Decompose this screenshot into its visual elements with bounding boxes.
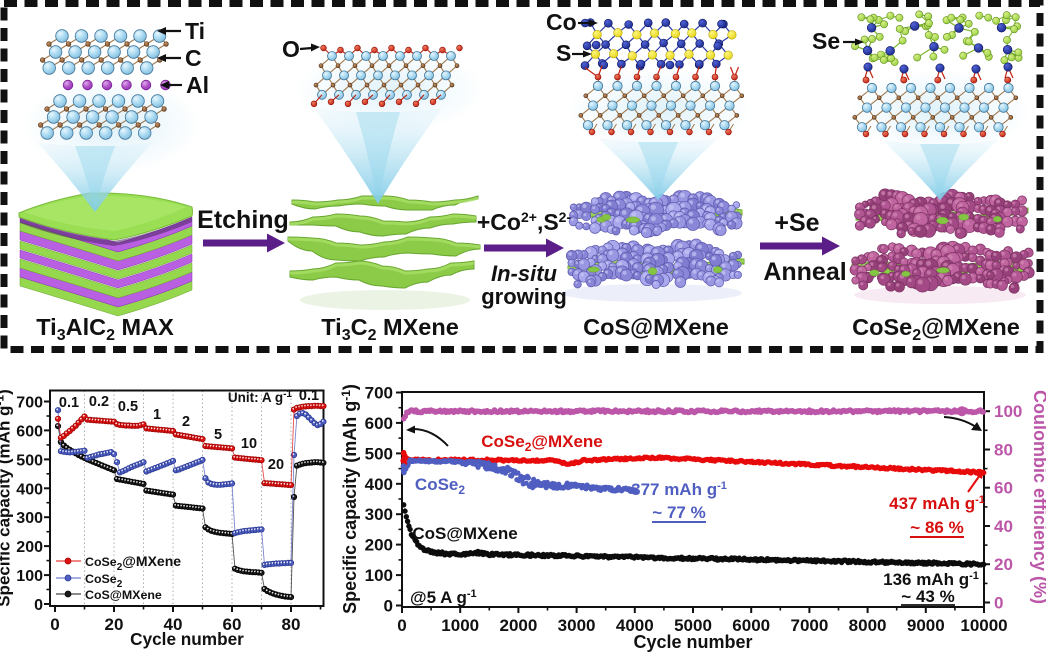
svg-text:Ti3C2 MXene: Ti3C2 MXene: [321, 314, 459, 344]
svg-text:5: 5: [214, 427, 222, 443]
svg-text:500: 500: [16, 452, 43, 469]
svg-text:200: 200: [365, 536, 393, 555]
svg-text:Ti3AlC2 MAX: Ti3AlC2 MAX: [36, 314, 174, 344]
svg-text:20: 20: [268, 457, 284, 473]
svg-text:400: 400: [16, 481, 43, 498]
svg-text:1000: 1000: [441, 616, 479, 635]
svg-text:60: 60: [223, 615, 242, 634]
svg-text:Ti: Ti: [185, 18, 205, 44]
svg-text:6000: 6000: [732, 616, 770, 635]
svg-text:2: 2: [182, 414, 190, 430]
svg-text:200: 200: [16, 539, 43, 556]
svg-text:Cycle number: Cycle number: [130, 629, 244, 649]
svg-text:10: 10: [241, 436, 257, 452]
svg-text:Cycle number: Cycle number: [633, 632, 752, 652]
svg-text:20: 20: [105, 615, 124, 634]
svg-text:In-situ: In-situ: [491, 261, 558, 286]
svg-text:4000: 4000: [616, 616, 654, 635]
svg-text:Specific capacity (mAh g-1): Specific capacity (mAh g-1): [339, 384, 360, 614]
svg-text:0.2: 0.2: [89, 394, 109, 410]
svg-text:~ 43 %: ~ 43 %: [901, 587, 954, 606]
svg-text:136 mAh g-1: 136 mAh g-1: [883, 570, 979, 589]
svg-text:~ 77 %: ~ 77 %: [652, 503, 705, 522]
svg-text:3000: 3000: [558, 616, 596, 635]
svg-text:+Co2+,S2-: +Co2+,S2-: [477, 209, 572, 235]
svg-text:10000: 10000: [960, 616, 1007, 635]
svg-text:0: 0: [50, 615, 59, 634]
svg-text:400: 400: [365, 475, 393, 494]
svg-text:0.1: 0.1: [299, 388, 319, 404]
svg-text:600: 600: [365, 414, 393, 433]
svg-text:Etching: Etching: [197, 206, 289, 234]
svg-text:+Se: +Se: [774, 209, 819, 237]
svg-text:1: 1: [153, 407, 161, 423]
svg-text:0: 0: [397, 616, 406, 635]
svg-text:500: 500: [365, 444, 393, 463]
svg-text:O: O: [282, 36, 300, 62]
svg-text:CoSe2: CoSe2: [415, 475, 465, 497]
svg-text:80: 80: [282, 615, 301, 634]
svg-text:100: 100: [365, 566, 393, 585]
svg-text:300: 300: [16, 510, 43, 527]
svg-text:Coulombic efficiency (%): Coulombic efficiency (%): [1030, 390, 1046, 604]
svg-text:~ 86 %: ~ 86 %: [910, 518, 963, 537]
svg-text:60: 60: [994, 479, 1013, 498]
svg-text:20: 20: [994, 555, 1013, 574]
svg-text:@5 A g-1: @5 A g-1: [410, 588, 477, 607]
svg-text:0.5: 0.5: [118, 399, 138, 415]
svg-text:0.1: 0.1: [59, 395, 79, 411]
svg-text:C: C: [185, 45, 202, 71]
svg-text:growing: growing: [481, 284, 567, 309]
svg-text:CoS@MXene: CoS@MXene: [85, 588, 162, 602]
svg-text:Al: Al: [186, 72, 209, 98]
svg-text:700: 700: [16, 395, 43, 412]
svg-text:100: 100: [16, 568, 43, 585]
svg-text:CoSe2: CoSe2: [85, 572, 123, 590]
svg-text:7000: 7000: [790, 616, 828, 635]
svg-text:CoS@MXene: CoS@MXene: [412, 524, 517, 543]
svg-text:377 mAh g-1: 377 mAh g-1: [631, 480, 727, 499]
svg-text:40: 40: [994, 517, 1013, 536]
svg-text:CoS@MXene: CoS@MXene: [583, 314, 729, 340]
svg-text:437 mAh g-1: 437 mAh g-1: [889, 494, 985, 513]
svg-text:0: 0: [34, 597, 43, 614]
svg-text:0: 0: [384, 597, 393, 616]
svg-text:600: 600: [16, 423, 43, 440]
svg-text:CoSe2@MXene: CoSe2@MXene: [852, 314, 1020, 344]
svg-text:Anneal: Anneal: [763, 258, 846, 286]
svg-text:5000: 5000: [674, 616, 712, 635]
svg-text:Unit: A g-1: Unit: A g-1: [228, 389, 293, 405]
svg-text:CoSe2@MXene: CoSe2@MXene: [85, 553, 181, 573]
svg-text:9000: 9000: [907, 616, 945, 635]
svg-text:2000: 2000: [499, 616, 537, 635]
svg-text:100: 100: [994, 402, 1022, 421]
svg-text:CoSe2@MXene: CoSe2@MXene: [481, 432, 603, 454]
svg-text:300: 300: [365, 505, 393, 524]
svg-text:S: S: [556, 40, 571, 66]
svg-text:8000: 8000: [849, 616, 887, 635]
svg-text:Co: Co: [546, 9, 577, 35]
svg-text:80: 80: [994, 441, 1013, 460]
svg-text:40: 40: [164, 615, 183, 634]
svg-text:Specific capacity (mAh g-1): Specific capacity (mAh g-1): [0, 389, 14, 607]
svg-text:Se: Se: [812, 28, 840, 54]
svg-text:700: 700: [365, 384, 393, 403]
svg-text:0: 0: [994, 594, 1003, 613]
